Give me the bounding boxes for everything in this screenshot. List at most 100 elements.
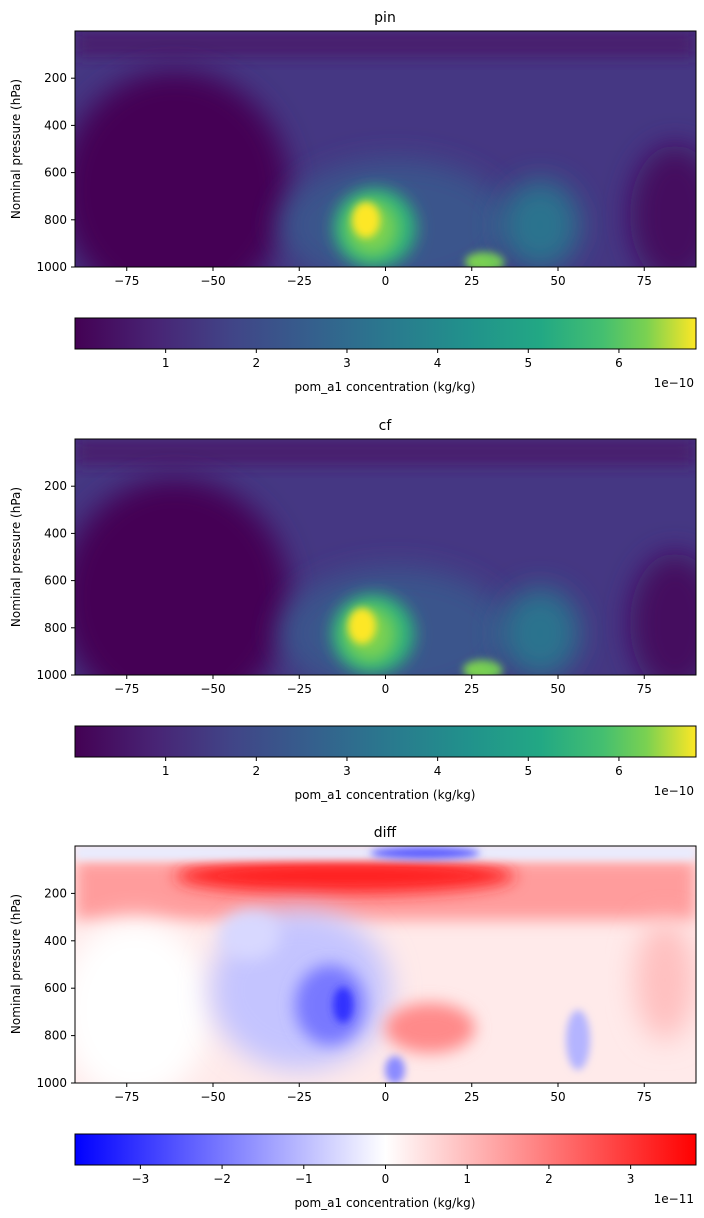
y-tick-label: 200	[44, 479, 67, 493]
x-tick-label: −25	[287, 682, 312, 696]
x-tick-label: 25	[464, 1090, 479, 1104]
colorbar-tick-label: 1	[162, 356, 170, 370]
y-axis-label-pin: Nominal pressure (hPa)	[9, 79, 23, 219]
heatmap-blob-main-core	[348, 608, 376, 644]
colorbar-tick-label: 6	[615, 764, 623, 778]
x-tick-label: 25	[464, 682, 479, 696]
colorbar-tick-label: 6	[615, 356, 623, 370]
colorbar-multiplier-cf: 1e−10	[654, 784, 694, 798]
panel-cf: cf −75 −50 −25 0 25 50 75 200 400 600 800 1000 Nom…	[9, 418, 697, 802]
panel-diff: diff −75 −50 −25 0 25 50 75 2 0 0 400 600 800 1000 N…	[9, 825, 697, 1210]
x-tick-label: −50	[200, 274, 225, 288]
heatmap-red-north	[635, 920, 695, 1040]
heatmap-blue-north	[566, 1010, 590, 1070]
heatmap-blob-north	[500, 588, 580, 675]
y-axis-label-diff: Nominal pressure (hPa)	[9, 894, 23, 1034]
x-tick-label: 0	[382, 274, 390, 288]
x-ticks-cf: −75 −50 −25 0 25 50 75	[114, 675, 652, 696]
colorbar-label-diff: pom_a1 concentration (kg/kg)	[295, 1196, 476, 1210]
heatmap-red-lower	[385, 1003, 475, 1053]
colorbar-tick-label: −3	[132, 1172, 150, 1186]
x-tick-label: −75	[114, 1090, 139, 1104]
heatmap-northern-low	[630, 145, 696, 267]
colorbar-diff	[74, 1133, 697, 1166]
y-tick-label: 400	[44, 118, 67, 132]
y-tick-label: 800	[44, 621, 67, 635]
heatmap-blue-core	[295, 965, 365, 1045]
colorbar-ticks-diff: −3 −2 −1 0 1 2 3	[132, 1165, 635, 1186]
heatmap-blob-main-core	[352, 202, 380, 238]
x-tick-label: 75	[637, 682, 652, 696]
colorbar-tick-label: −1	[295, 1172, 313, 1186]
heatmap-top-blue	[370, 847, 480, 859]
y-tick-label: 600	[44, 574, 67, 588]
heatmap-southern-low	[75, 70, 290, 267]
x-ticks-pin: −75 −50 −25 0 25 50 75	[114, 267, 652, 288]
x-tick-label: −75	[114, 274, 139, 288]
y-tick-label: 600	[44, 981, 67, 995]
x-ticks-diff: −75 −50 −25 0 25 50 75	[114, 1083, 652, 1104]
colorbar-tick-label: 2	[252, 764, 260, 778]
colorbar-tick-label: 4	[434, 764, 442, 778]
heatmap-northern-low	[630, 553, 696, 675]
x-tick-label: −50	[200, 682, 225, 696]
colorbar-multiplier-pin: 1e−10	[654, 376, 694, 390]
heatmap-blue-upper	[220, 910, 280, 960]
y-tick-label: 1000	[36, 1076, 67, 1090]
colorbar-tick-label: 3	[627, 1172, 635, 1186]
heatmap-south-white	[75, 920, 210, 1083]
y-tick-label: 600	[44, 166, 67, 180]
y-tick-label: 400	[44, 934, 67, 948]
y-tick-label: 1000	[36, 668, 67, 682]
heatmap-blob-north	[500, 180, 580, 267]
heatmap-blue-surface	[385, 1056, 405, 1083]
colorbar-tick-label: 3	[343, 356, 351, 370]
colorbar-multiplier-diff: 1e−11	[654, 1192, 694, 1206]
colorbar-tick-label: 5	[524, 356, 532, 370]
colorbar-ticks-cf: 1 2 3 4 5 6	[162, 757, 623, 778]
colorbar-tick-label: −2	[213, 1172, 231, 1186]
y-axis-label-cf: Nominal pressure (hPa)	[9, 487, 23, 627]
x-tick-label: 0	[382, 1090, 390, 1104]
colorbar-tick-label: 2	[252, 356, 260, 370]
colorbar-tick-label: 0	[382, 1172, 390, 1186]
panel-title-diff: diff	[374, 825, 397, 841]
heatmap-field-pin	[75, 31, 696, 267]
x-tick-label: −25	[287, 1090, 312, 1104]
y-tick-label: 200	[44, 71, 67, 85]
y-ticks-pin: 200 400 600 800 1000	[36, 71, 75, 274]
x-tick-label: −75	[114, 682, 139, 696]
colorbar-tick-label: 3	[343, 764, 351, 778]
x-tick-label: 0	[382, 682, 390, 696]
heatmap-field-diff	[75, 846, 696, 1083]
x-tick-label: 75	[637, 274, 652, 288]
x-tick-label: 50	[550, 682, 565, 696]
heatmap-stratosphere	[75, 439, 696, 465]
x-tick-label: 50	[550, 274, 565, 288]
colorbar-tick-label: 1	[162, 764, 170, 778]
y-tick-label: 800	[44, 213, 67, 227]
panel-title-pin: pin	[374, 10, 396, 26]
y-tick-label: 800	[44, 1029, 67, 1043]
x-tick-label: −25	[287, 274, 312, 288]
x-tick-label: −50	[200, 1090, 225, 1104]
colorbar-tick-label: 4	[434, 356, 442, 370]
y-ticks-diff: 200 400 600 800 1000	[36, 886, 75, 1090]
colorbar-tick-label: 2	[545, 1172, 553, 1186]
y-ticks-cf: 200 400 600 800 1000	[36, 479, 75, 682]
y-tick-label: 1000	[36, 260, 67, 274]
y-tick-label: 400	[44, 526, 67, 540]
x-tick-label: 50	[550, 1090, 565, 1104]
colorbar-tick-label: 1	[463, 1172, 471, 1186]
colorbar-label-pin: pom_a1 concentration (kg/kg)	[295, 380, 476, 394]
heatmap-blob-secondary	[463, 660, 503, 675]
x-tick-label: 75	[637, 1090, 652, 1104]
x-tick-label: 25	[464, 274, 479, 288]
heatmap-max-band	[175, 858, 515, 894]
colorbar-label-cf: pom_a1 concentration (kg/kg)	[295, 788, 476, 802]
heatmap-blue-peak	[333, 987, 353, 1023]
colorbar-pin	[74, 317, 697, 350]
panel-title-cf: cf	[379, 418, 393, 434]
heatmap-southern-low	[75, 478, 290, 675]
